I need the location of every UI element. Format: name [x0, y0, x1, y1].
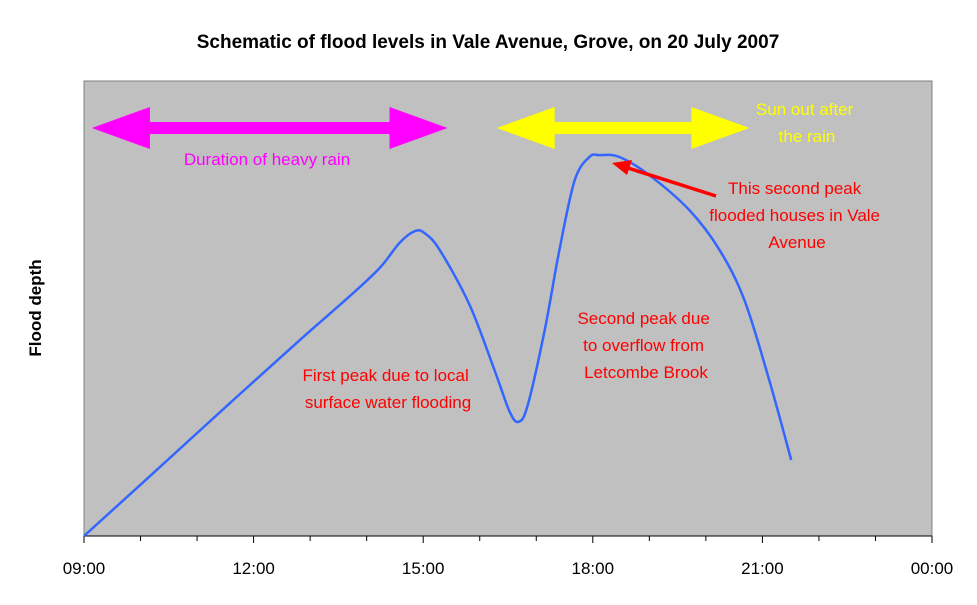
flooded-houses-line-3: Avenue	[768, 233, 825, 252]
x-tick-label: 15:00	[402, 559, 445, 578]
flooded-houses-arrow	[612, 160, 717, 198]
sun-out-arrow	[496, 107, 750, 149]
sun-out-label: Sun out after the rain	[756, 100, 858, 146]
x-tick-label: 12:00	[232, 559, 275, 578]
flooded-houses-line-2: flooded houses in Vale	[709, 206, 880, 225]
chart-title: Schematic of flood levels in Vale Avenue…	[197, 32, 780, 53]
second-peak-line-3: Letcombe Brook	[584, 363, 708, 382]
sun-out-line-2: the rain	[779, 127, 836, 146]
sun-out-line-1: Sun out after	[756, 100, 854, 119]
second-peak-label: Second peak due to overflow from Letcomb…	[577, 309, 714, 382]
rain-duration-label: Duration of heavy rain	[184, 150, 350, 169]
second-peak-line-2: to overflow from	[583, 336, 704, 355]
flooded-houses-label: This second peak flooded houses in Vale …	[709, 179, 885, 252]
first-peak-line-1: First peak due to local	[302, 366, 468, 385]
x-tick-label: 00:00	[911, 559, 954, 578]
second-peak-line-1: Second peak due	[577, 309, 709, 328]
rain-duration-arrow	[91, 107, 448, 149]
y-axis-label: Flood depth	[26, 259, 45, 356]
flooded-houses-line-1: This second peak	[728, 179, 862, 198]
flood-depth-line	[83, 153, 793, 537]
x-tick-label: 21:00	[741, 559, 784, 578]
first-peak-line-2: surface water flooding	[305, 393, 471, 412]
first-peak-label: First peak due to local surface water fl…	[302, 366, 473, 412]
x-tick-label: 09:00	[63, 559, 106, 578]
x-tick-label: 18:00	[572, 559, 615, 578]
